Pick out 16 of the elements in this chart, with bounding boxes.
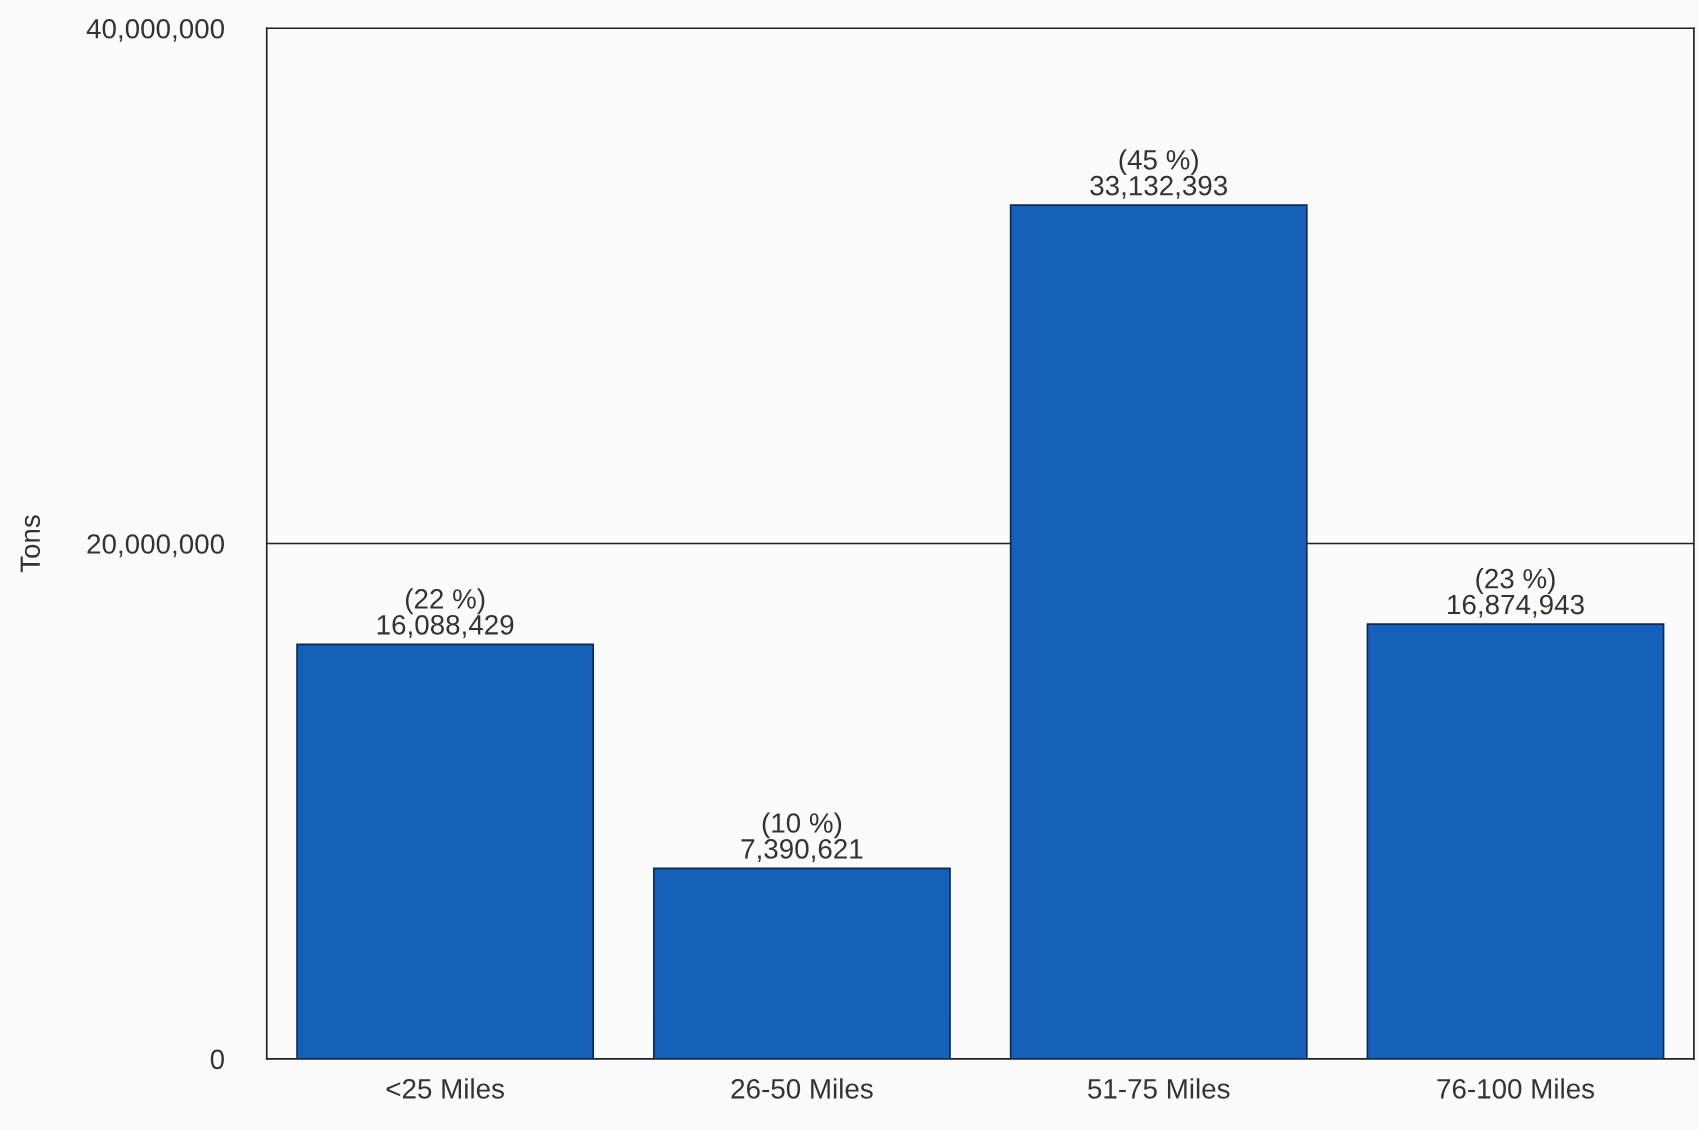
x-tick-label: 26-50 Miles <box>731 1078 873 1099</box>
x-tick-label: 76-100 Miles <box>1437 1078 1595 1099</box>
y-axis-title: Tons <box>20 515 41 573</box>
y-tick-label: 20,000,000 <box>87 534 224 558</box>
bar <box>1009 204 1308 1059</box>
bar <box>296 643 595 1059</box>
x-tick-label: <25 Miles <box>386 1078 504 1099</box>
bar <box>653 867 951 1059</box>
data-label: (45 %) 33,132,393 <box>1090 149 1228 199</box>
bar <box>1366 623 1665 1059</box>
y-tick-label: 40,000,000 <box>86 18 224 42</box>
data-label: (23 %) 16,874,943 <box>1448 568 1584 618</box>
x-tick-label: 51-75 Miles <box>1088 1078 1230 1099</box>
data-label: (10 %) 7,390,621 <box>741 812 863 863</box>
y-tick-label: 0 <box>210 1049 224 1070</box>
data-label: (22 %) 16,088,429 <box>377 588 514 638</box>
